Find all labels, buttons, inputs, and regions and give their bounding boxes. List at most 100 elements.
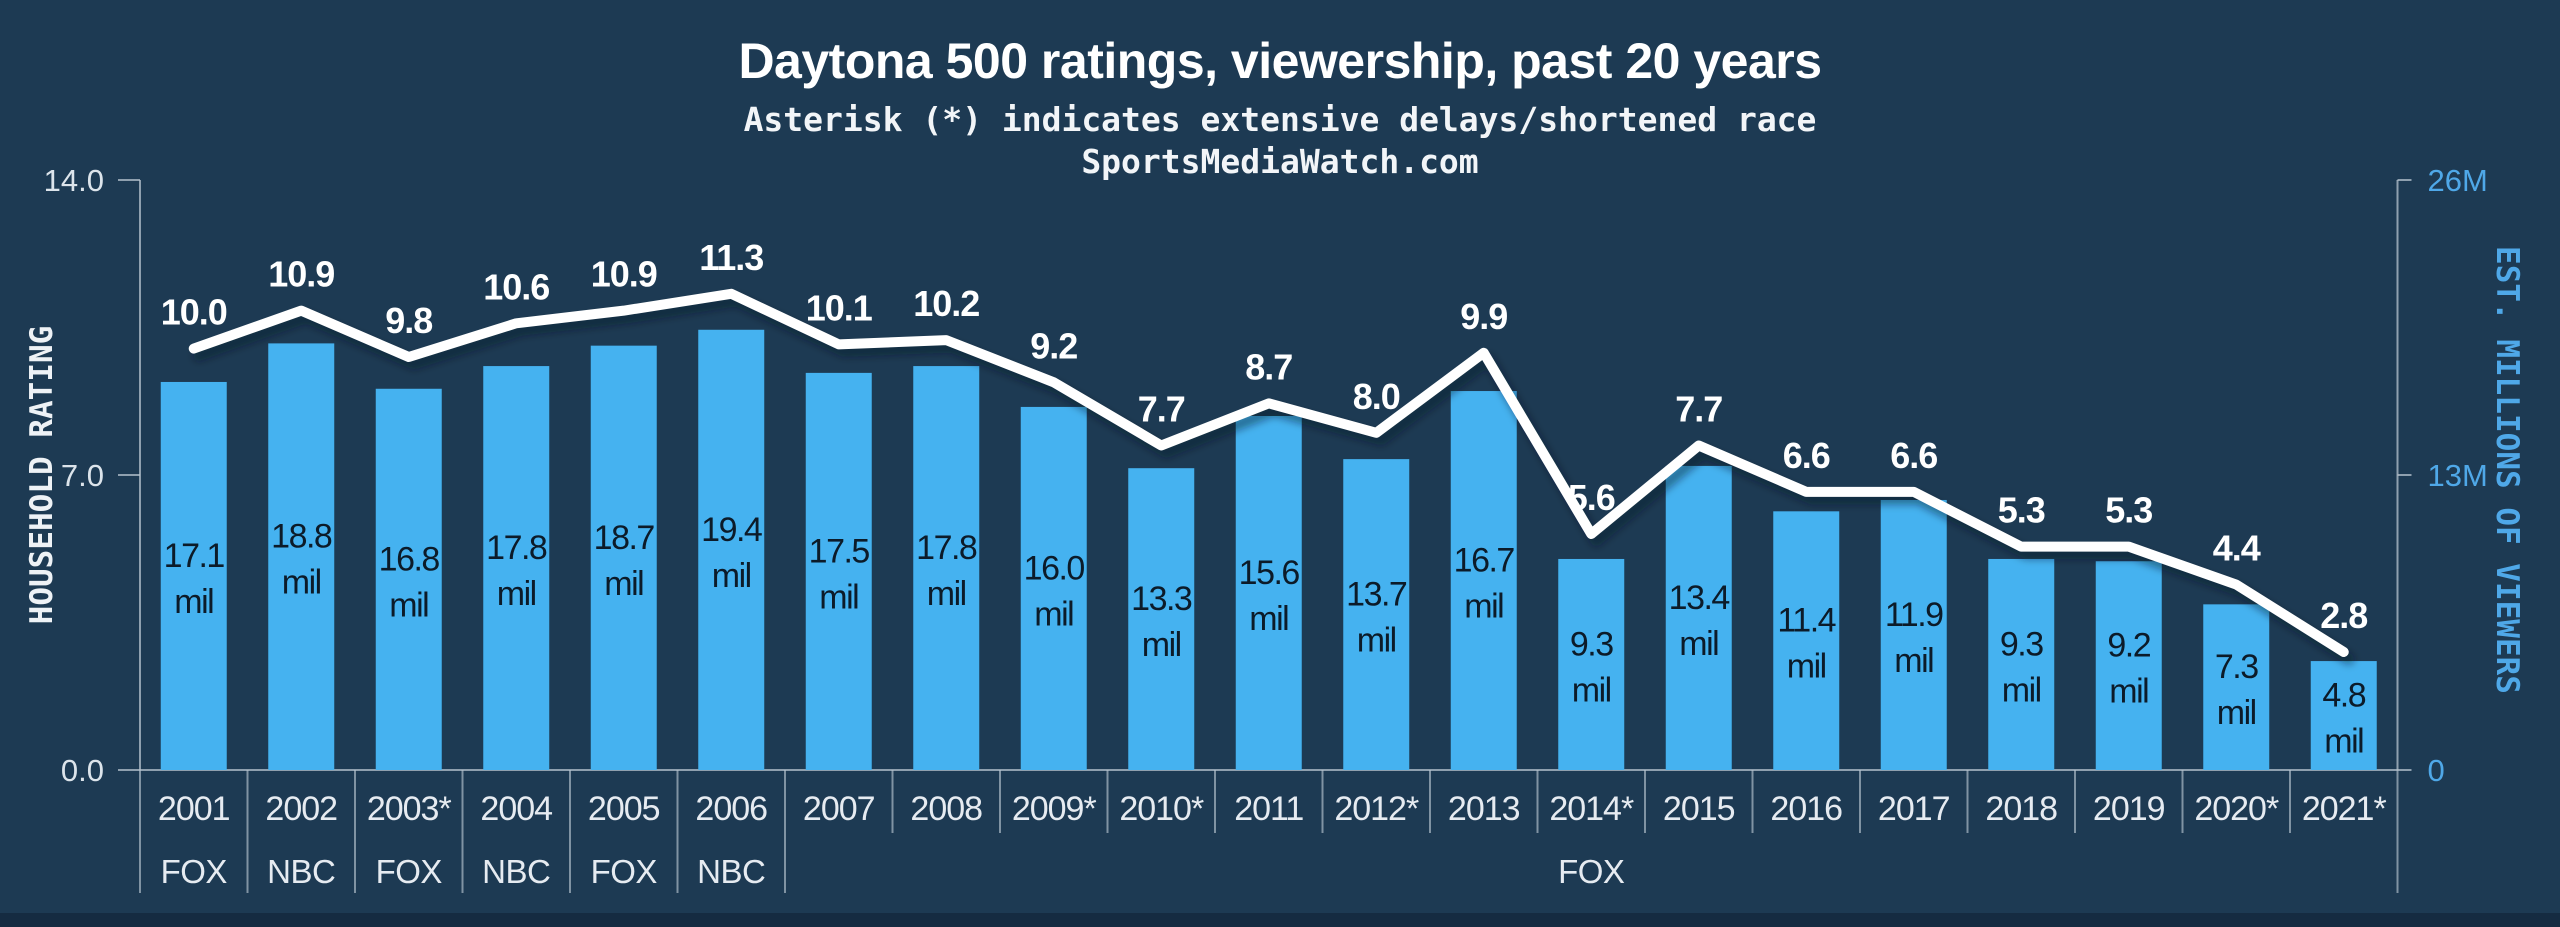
right-tick-label: 13M xyxy=(2428,458,2488,493)
year-label-2014*: 2014* xyxy=(1549,790,1634,828)
rating-value-label: 6.6 xyxy=(1783,435,1830,476)
bar-unit-label: mil xyxy=(497,575,536,613)
rating-value-label: 2.8 xyxy=(2320,595,2367,636)
rating-value-label: 5.3 xyxy=(1998,490,2045,531)
bar-unit-label: mil xyxy=(1464,588,1503,626)
year-label-2010*: 2010* xyxy=(1119,790,1204,828)
bar-value-label: 11.4 xyxy=(1777,602,1835,640)
rating-value-label: 7.7 xyxy=(1675,389,1722,430)
rating-value-label: 10.9 xyxy=(591,254,657,295)
bar-2016 xyxy=(1773,511,1840,770)
rating-value-label: 9.8 xyxy=(385,300,432,341)
year-label-2004: 2004 xyxy=(480,790,552,828)
year-label-2017: 2017 xyxy=(1878,790,1950,828)
year-label-2020*: 2020* xyxy=(2194,790,2279,828)
bar-2007 xyxy=(805,372,872,770)
rating-value-label: 9.9 xyxy=(1460,296,1507,337)
bar-2020* xyxy=(2203,604,2270,770)
rating-value-label: 11.3 xyxy=(699,237,763,278)
bar-2008 xyxy=(913,366,980,770)
bar-unit-label: mil xyxy=(389,586,428,624)
bar-unit-label: mil xyxy=(927,575,966,613)
bar-unit-label: mil xyxy=(2324,723,2363,761)
network-label: FOX xyxy=(161,853,228,890)
rating-line xyxy=(188,288,2349,657)
left-tick-label: 0.0 xyxy=(61,753,104,788)
bar-value-label: 18.7 xyxy=(594,519,655,557)
chart-source: SportsMediaWatch.com xyxy=(1081,142,1478,181)
year-label-2008: 2008 xyxy=(910,790,982,828)
rating-value-label: 5.3 xyxy=(2105,490,2152,531)
bar-value-label: 17.5 xyxy=(809,532,870,570)
bar-value-label: 9.3 xyxy=(2000,625,2043,663)
network-label: FOX xyxy=(376,853,443,890)
year-label-2013: 2013 xyxy=(1448,790,1520,828)
footer-strip xyxy=(0,913,2560,927)
bar-unit-label: mil xyxy=(174,583,213,621)
bar-2012* xyxy=(1343,459,1410,770)
year-label-2001: 2001 xyxy=(158,790,230,828)
year-label-2005: 2005 xyxy=(588,790,660,828)
year-label-2009*: 2009* xyxy=(1012,790,1097,828)
year-label-2003*: 2003* xyxy=(367,790,452,828)
rating-value-label: 5.6 xyxy=(1568,477,1615,518)
bar-2005 xyxy=(590,345,657,770)
network-label: FOX xyxy=(1558,853,1625,890)
bar-unit-label: mil xyxy=(1787,648,1826,686)
rating-value-label: 6.6 xyxy=(1890,435,1937,476)
bar-2019 xyxy=(2095,561,2162,770)
network-label: NBC xyxy=(267,853,335,890)
right-tick-label: 0 xyxy=(2428,753,2445,788)
bar-unit-label: mil xyxy=(1679,625,1718,663)
bar-value-label: 18.8 xyxy=(271,518,332,556)
bar-value-label: 13.7 xyxy=(1346,576,1407,614)
bar-2006 xyxy=(698,329,765,770)
bar-2017 xyxy=(1880,499,1947,770)
plot-area: 14.0 7.0 0.0 26M 13M 0 17.1 mil 18.8 mil 16.8 mil 17… xyxy=(44,163,2488,893)
chart-title: Daytona 500 ratings, viewership, past 20… xyxy=(738,33,1821,89)
year-label-2006: 2006 xyxy=(695,790,767,828)
bar-value-label: 9.2 xyxy=(2107,627,2150,665)
bar-2002 xyxy=(268,343,335,770)
bar-2003* xyxy=(375,388,442,770)
bar-unit-label: mil xyxy=(1142,626,1181,664)
bar-unit-label: mil xyxy=(282,564,321,602)
bar-value-label: 9.3 xyxy=(1570,625,1613,663)
network-label: FOX xyxy=(591,853,658,890)
year-label-2011: 2011 xyxy=(1234,790,1303,828)
rating-value-label: 7.7 xyxy=(1138,389,1185,430)
year-label-2007: 2007 xyxy=(803,790,875,828)
bar-value-label: 13.3 xyxy=(1131,580,1192,618)
year-label-2012*: 2012* xyxy=(1334,790,1419,828)
bar-unit-label: mil xyxy=(1034,595,1073,633)
rating-value-label: 10.6 xyxy=(483,266,549,307)
bar-2001 xyxy=(160,381,227,770)
bar-unit-label: mil xyxy=(1572,671,1611,709)
bar-unit-label: mil xyxy=(1249,600,1288,638)
bar-unit-label: mil xyxy=(1357,622,1396,660)
bar-value-label: 17.8 xyxy=(486,529,547,567)
bar-value-label: 13.4 xyxy=(1669,579,1730,617)
rating-value-label: 10.0 xyxy=(161,292,227,333)
bar-unit-label: mil xyxy=(2002,671,2041,709)
rating-value-label: 10.1 xyxy=(806,287,873,328)
bar-value-label: 7.3 xyxy=(2215,648,2258,686)
year-label-2018: 2018 xyxy=(1985,790,2057,828)
bar-unit-label: mil xyxy=(604,565,643,603)
bar-2014* xyxy=(1558,558,1625,770)
rating-value-label: 8.7 xyxy=(1245,346,1292,387)
rating-value-label: 10.2 xyxy=(913,283,979,324)
bar-unit-label: mil xyxy=(2109,673,2148,711)
bar-2010* xyxy=(1128,468,1195,770)
year-label-2015: 2015 xyxy=(1663,790,1735,828)
bar-value-label: 19.4 xyxy=(701,511,762,549)
left-tick-label: 7.0 xyxy=(61,458,104,493)
bar-value-label: 11.9 xyxy=(1885,596,1943,634)
bar-unit-label: mil xyxy=(1894,642,1933,680)
bar-unit-label: mil xyxy=(2217,694,2256,732)
rating-value-label: 10.9 xyxy=(268,254,334,295)
bar-unit-label: mil xyxy=(712,557,751,595)
network-label: NBC xyxy=(697,853,765,890)
bar-value-label: 17.8 xyxy=(916,529,977,567)
